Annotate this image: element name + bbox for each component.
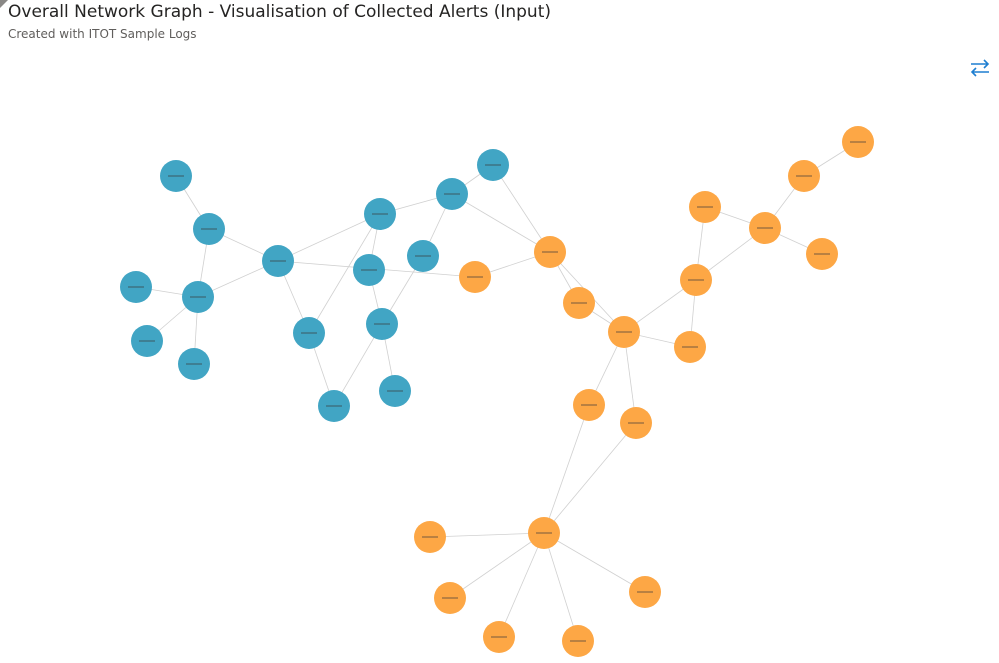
node-label-blur — [814, 253, 830, 255]
node-label-blur — [796, 175, 812, 177]
node — [477, 149, 509, 181]
node — [563, 287, 595, 319]
node — [562, 625, 594, 657]
node — [379, 375, 411, 407]
title: Overall Network Graph - Visualisation of… — [8, 2, 551, 22]
node — [534, 236, 566, 268]
node — [293, 317, 325, 349]
node — [120, 271, 152, 303]
node — [842, 126, 874, 158]
node-label-blur — [682, 346, 698, 348]
node-label-blur — [688, 279, 704, 281]
edge — [543, 532, 646, 593]
node — [629, 576, 661, 608]
node — [680, 264, 712, 296]
edge — [277, 213, 381, 262]
node-label-blur — [536, 532, 552, 534]
node-label-blur — [616, 331, 632, 333]
edge — [451, 193, 551, 253]
node-label-blur — [372, 213, 388, 215]
node — [483, 621, 515, 653]
node-label-blur — [168, 175, 184, 177]
node-label-blur — [415, 255, 431, 257]
node — [434, 582, 466, 614]
node-label-blur — [467, 276, 483, 278]
node-label-blur — [442, 597, 458, 599]
node-label-blur — [637, 591, 653, 593]
node — [573, 389, 605, 421]
node — [674, 331, 706, 363]
node-label-blur — [270, 260, 286, 262]
node-label-blur — [201, 228, 217, 230]
node — [788, 160, 820, 192]
node-label-blur — [757, 227, 773, 229]
swap-button[interactable] — [968, 56, 992, 80]
node — [193, 213, 225, 245]
node-label-blur — [491, 636, 507, 638]
node — [318, 390, 350, 422]
edge — [429, 532, 545, 538]
node — [608, 316, 640, 348]
node-label-blur — [139, 340, 155, 342]
node — [366, 308, 398, 340]
node — [131, 325, 163, 357]
node-label-blur — [850, 141, 866, 143]
edge — [498, 532, 545, 638]
subtitle: Created with ITOT Sample Logs — [8, 27, 197, 41]
node-label-blur — [422, 536, 438, 538]
node-label-blur — [571, 302, 587, 304]
node-label-blur — [542, 251, 558, 253]
node-label-blur — [326, 405, 342, 407]
edge — [543, 404, 590, 534]
node-label-blur — [570, 640, 586, 642]
node-label-blur — [387, 390, 403, 392]
node-label-blur — [361, 269, 377, 271]
edge — [543, 422, 637, 534]
node — [178, 348, 210, 380]
node — [364, 198, 396, 230]
node — [528, 517, 560, 549]
node-label-blur — [128, 286, 144, 288]
node-label-blur — [697, 206, 713, 208]
node — [620, 407, 652, 439]
edge — [543, 532, 579, 642]
node — [182, 281, 214, 313]
node-label-blur — [628, 422, 644, 424]
node — [407, 240, 439, 272]
edge — [449, 532, 545, 599]
node-label-blur — [374, 323, 390, 325]
node — [436, 178, 468, 210]
node — [749, 212, 781, 244]
node-label-blur — [301, 332, 317, 334]
node-label-blur — [444, 193, 460, 195]
node — [160, 160, 192, 192]
node — [353, 254, 385, 286]
node — [262, 245, 294, 277]
edge — [492, 164, 551, 253]
corner-mark — [0, 0, 8, 8]
node-label-blur — [190, 296, 206, 298]
node — [459, 261, 491, 293]
node-label-blur — [581, 404, 597, 406]
edge — [308, 213, 381, 334]
node-label-blur — [186, 363, 202, 365]
node — [806, 238, 838, 270]
node — [414, 521, 446, 553]
node-label-blur — [485, 164, 501, 166]
node — [689, 191, 721, 223]
